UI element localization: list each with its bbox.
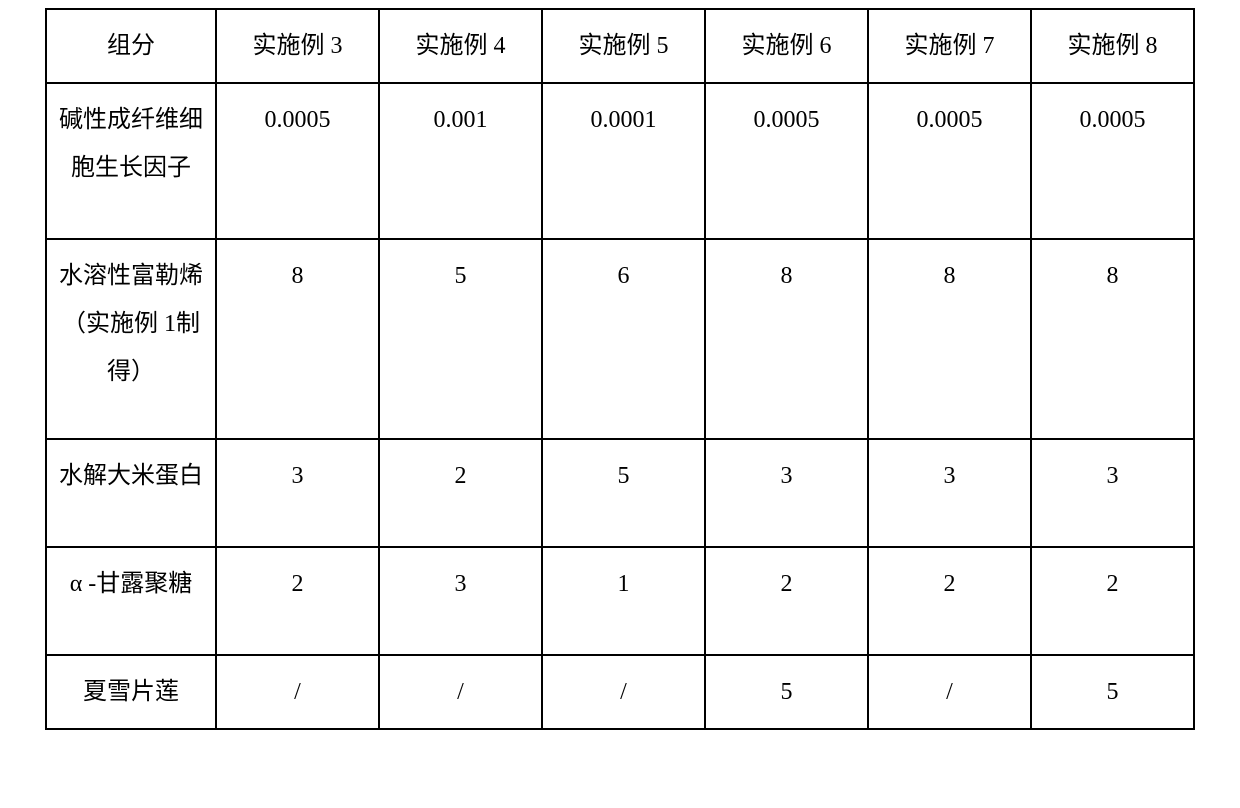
cell-value: /	[868, 655, 1031, 729]
table-row: 水溶性富勒烯（实施例 1制得） 8 5 6 8 8 8	[46, 239, 1194, 439]
component-label: 碱性成纤维细胞生长因子	[46, 83, 216, 239]
cell-value: 0.0001	[542, 83, 705, 239]
table-row: α -甘露聚糖 2 3 1 2 2 2	[46, 547, 1194, 655]
table-row: 夏雪片莲 / / / 5 / 5	[46, 655, 1194, 729]
col-header-ex7: 实施例 7	[868, 9, 1031, 83]
component-label: 夏雪片莲	[46, 655, 216, 729]
cell-value: 6	[542, 239, 705, 439]
header-row: 组分 实施例 3 实施例 4 实施例 5 实施例 6 实施例 7 实施例 8	[46, 9, 1194, 83]
cell-value: 0.0005	[705, 83, 868, 239]
cell-value: 2	[705, 547, 868, 655]
table-row: 碱性成纤维细胞生长因子 0.0005 0.001 0.0001 0.0005 0…	[46, 83, 1194, 239]
cell-value: 0.001	[379, 83, 542, 239]
cell-value: /	[542, 655, 705, 729]
col-header-ex3: 实施例 3	[216, 9, 379, 83]
cell-value: /	[379, 655, 542, 729]
cell-value: 3	[868, 439, 1031, 547]
col-header-ex6: 实施例 6	[705, 9, 868, 83]
cell-value: 1	[542, 547, 705, 655]
cell-value: 3	[216, 439, 379, 547]
cell-value: 3	[705, 439, 868, 547]
cell-value: 3	[1031, 439, 1194, 547]
cell-value: 8	[705, 239, 868, 439]
cell-value: 8	[1031, 239, 1194, 439]
component-label: 水溶性富勒烯（实施例 1制得）	[46, 239, 216, 439]
component-label: 水解大米蛋白	[46, 439, 216, 547]
cell-value: /	[216, 655, 379, 729]
cell-value: 8	[216, 239, 379, 439]
cell-value: 2	[216, 547, 379, 655]
table-row: 水解大米蛋白 3 2 5 3 3 3	[46, 439, 1194, 547]
col-header-ex5: 实施例 5	[542, 9, 705, 83]
cell-value: 5	[542, 439, 705, 547]
cell-value: 2	[1031, 547, 1194, 655]
cell-value: 3	[379, 547, 542, 655]
cell-value: 0.0005	[216, 83, 379, 239]
component-label: α -甘露聚糖	[46, 547, 216, 655]
col-header-ex8: 实施例 8	[1031, 9, 1194, 83]
cell-value: 2	[868, 547, 1031, 655]
cell-value: 5	[705, 655, 868, 729]
cell-value: 2	[379, 439, 542, 547]
data-table: 组分 实施例 3 实施例 4 实施例 5 实施例 6 实施例 7 实施例 8 碱…	[45, 8, 1195, 730]
col-header-ex4: 实施例 4	[379, 9, 542, 83]
table-container: 组分 实施例 3 实施例 4 实施例 5 实施例 6 实施例 7 实施例 8 碱…	[0, 0, 1240, 738]
cell-value: 8	[868, 239, 1031, 439]
cell-value: 5	[379, 239, 542, 439]
col-header-component: 组分	[46, 9, 216, 83]
cell-value: 0.0005	[1031, 83, 1194, 239]
cell-value: 0.0005	[868, 83, 1031, 239]
cell-value: 5	[1031, 655, 1194, 729]
